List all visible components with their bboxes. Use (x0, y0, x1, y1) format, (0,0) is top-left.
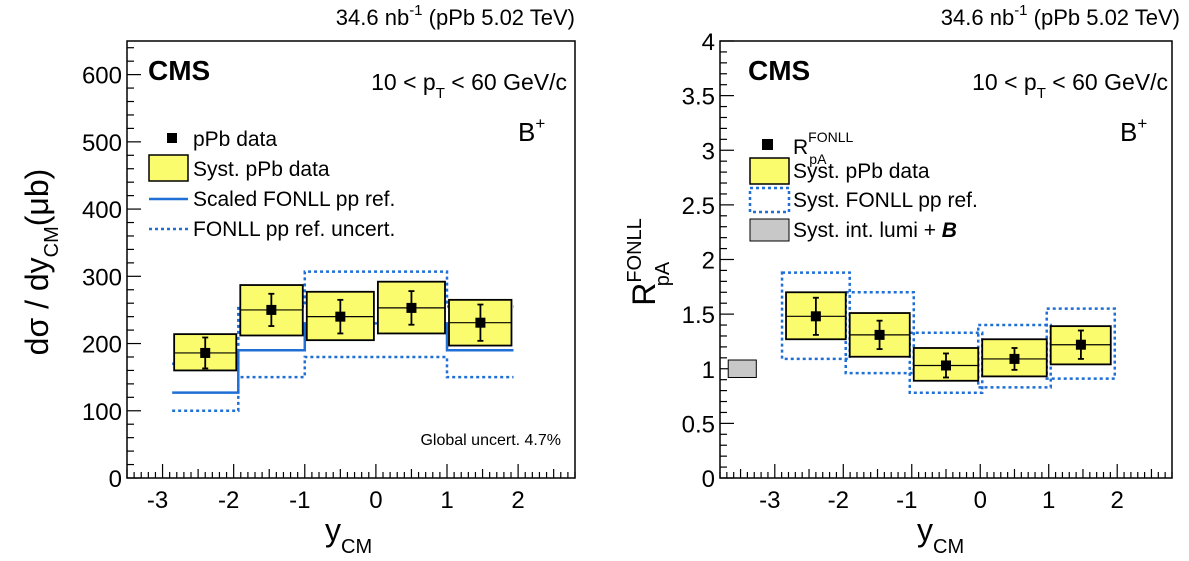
data-point (1075, 339, 1086, 350)
legend-label-lumi-syst: Syst. int. lumi + B (793, 219, 957, 242)
right-x-axis-label: yCM (917, 512, 964, 558)
y-tick-label: 2.5 (682, 193, 715, 220)
data-point (266, 304, 277, 315)
x-tick-label: 1 (1042, 487, 1055, 514)
fonll-uncert-upper (172, 270, 514, 365)
y-tick-label: 1 (702, 357, 715, 384)
x-tick-label: -3 (147, 487, 168, 514)
x-tick-label: 2 (511, 487, 524, 514)
legend-swatch-lumi-syst (749, 218, 790, 242)
right-y-ticks: 0 0.5 1 1.5 2 2.5 3 3.5 4 (682, 29, 734, 493)
right-legend: RFONLL pA Syst. pPb data Syst. FONLL pp r… (748, 129, 978, 242)
lumi-syst-box (727, 359, 757, 378)
legend-label-rpa: RFONLL pA (793, 129, 854, 167)
y-tick-label: 3.5 (682, 84, 715, 111)
fonll-central-line (172, 322, 514, 394)
y-tick-label: 500 (82, 130, 122, 157)
x-tick-label: -1 (289, 487, 310, 514)
left-plot-frame (126, 40, 576, 479)
left-y-axis-label: dσ / dyCM(μb) (19, 169, 63, 356)
y-tick-label: 300 (82, 264, 122, 291)
y-tick-label: 2 (702, 248, 715, 275)
data-point (874, 329, 885, 340)
x-tick-label: -2 (828, 487, 849, 514)
fonll-syst-box (844, 291, 916, 375)
y-tick-label: 0.5 (682, 411, 715, 438)
legend-swatch-syst (749, 157, 790, 185)
x-tick-label: 0 (974, 487, 987, 514)
y-tick-label: 4 (702, 29, 715, 56)
data-point (1009, 353, 1020, 364)
legend-swatch-syst (148, 154, 189, 182)
left-x-axis-label: yCM (325, 512, 372, 558)
y-tick-label: 600 (82, 63, 122, 90)
data-point (941, 360, 951, 371)
x-tick-label: -2 (218, 487, 239, 514)
right-meson-label: B+ (1120, 114, 1147, 147)
y-tick-label: 400 (82, 197, 122, 224)
right-data-layer (727, 271, 1117, 395)
left-data-layer (173, 280, 513, 372)
x-tick-label: 1 (440, 487, 453, 514)
data-point (475, 317, 486, 328)
y-tick-label: 100 (82, 399, 122, 426)
left-luminosity-label: 34.6 nb-1 (pPb 5.02 TeV) (336, 2, 575, 30)
legend-label-syst: Syst. pPb data (793, 160, 930, 183)
legend-marker-square (762, 139, 773, 150)
x-tick-label: -1 (896, 487, 917, 514)
data-point (335, 311, 346, 322)
x-tick-label: 2 (1111, 487, 1124, 514)
data-point (406, 302, 417, 313)
right-y-axis-label: RFONLL pA (624, 218, 674, 306)
right-x-ticks: -3 -2 -1 0 1 2 (719, 464, 1173, 514)
x-tick-label: 0 (369, 487, 382, 514)
left-y-ticks: 0 100 200 300 400 500 600 (82, 47, 141, 493)
legend-marker-square (167, 133, 177, 143)
right-cms-label: CMS (748, 55, 810, 86)
right-luminosity-label: 34.6 nb-1 (pPb 5.02 TeV) (941, 2, 1180, 30)
y-tick-label: 3 (702, 138, 715, 165)
data-point (810, 311, 821, 322)
y-tick-label: 200 (82, 332, 122, 359)
legend-label-syst: Syst. pPb data (193, 158, 330, 181)
legend-label-pPb-data: pPb data (193, 128, 277, 151)
left-meson-label: B+ (518, 114, 545, 147)
x-tick-label: -3 (759, 487, 780, 514)
legend-swatch-fonll-syst (748, 186, 791, 214)
legend-label-fonll-uncert: FONLL pp ref. uncert. (193, 218, 395, 241)
right-kinematic-label: 10 < pT < 60 GeV/c (972, 69, 1168, 102)
data-point (200, 347, 211, 358)
left-legend: pPb data Syst. pPb data Scaled FONLL pp … (148, 128, 395, 241)
legend-label-fonll-syst: Syst. FONLL pp ref. (793, 189, 978, 212)
y-tick-label: 0 (109, 466, 122, 493)
legend-label-fonll: Scaled FONLL pp ref. (193, 188, 395, 211)
right-plot-frame (719, 40, 1173, 479)
left-cms-label: CMS (148, 55, 210, 86)
y-tick-label: 0 (702, 466, 715, 493)
y-tick-label: 1.5 (682, 302, 715, 329)
right-panel: 34.6 nb-1 (pPb 5.02 TeV) 0 0.5 1 1.5 2 2.5 3 3.… (624, 2, 1180, 558)
left-panel: 34.6 nb-1 (pPb 5.02 TeV) 0 100 200 300 400 50… (19, 2, 576, 558)
left-fonll-layer (172, 270, 514, 413)
left-global-uncert-note: Global uncert. 4.7% (420, 432, 561, 449)
left-x-ticks: -3 -2 -1 0 1 2 (126, 464, 576, 514)
fonll-uncert-lower (172, 355, 514, 413)
left-kinematic-label: 10 < pT < 60 GeV/c (371, 69, 567, 102)
